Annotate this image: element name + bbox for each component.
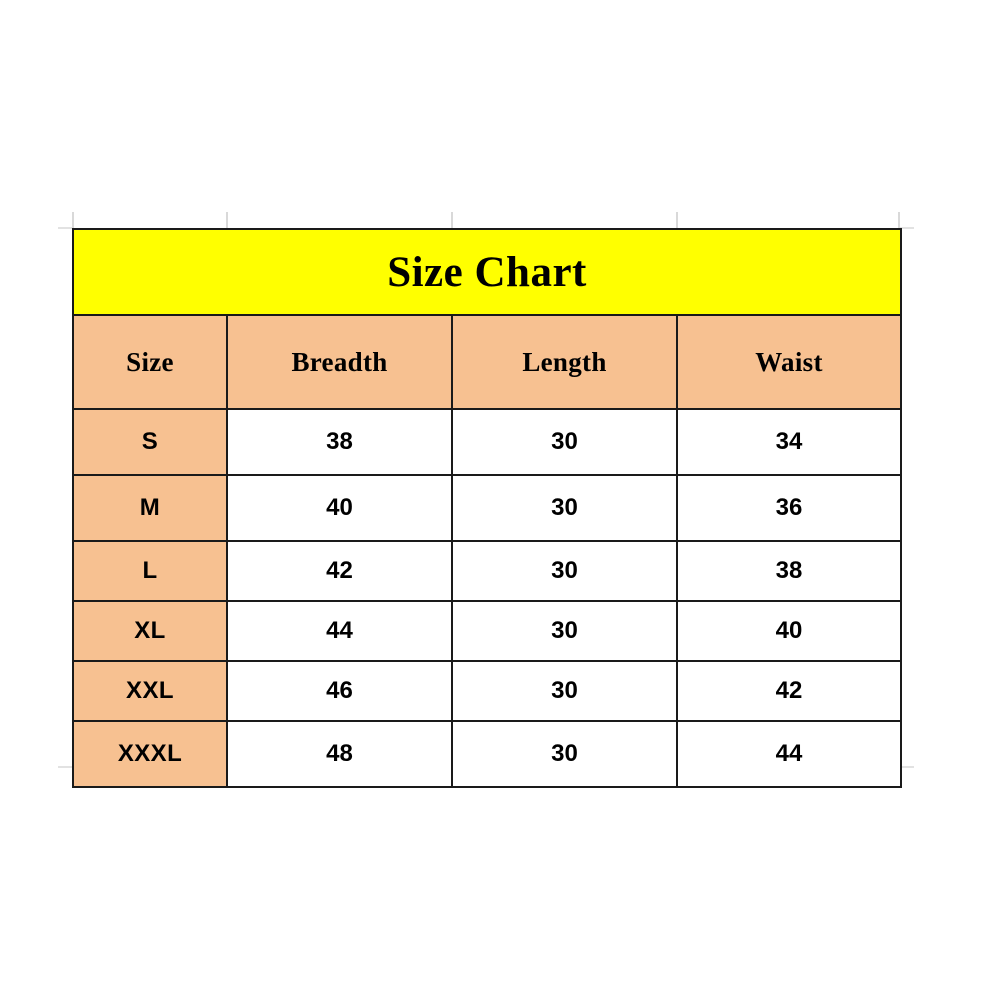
gridline-stub-right-bottom [900, 766, 914, 768]
gridline-stub-top-4 [676, 212, 678, 228]
table-row: L 42 30 38 [72, 540, 903, 602]
gridline-stub-top-2 [226, 212, 228, 228]
row-label-xxl: XXL [72, 660, 228, 722]
cell-s-breadth: 38 [226, 408, 453, 476]
title-row: Size Chart [71, 228, 903, 316]
gridline-stub-top-1 [72, 212, 74, 228]
cell-m-length: 30 [451, 474, 678, 542]
gridline-stub-top-3 [451, 212, 453, 228]
row-label-l: L [72, 540, 228, 602]
table-row: S 38 30 34 [72, 408, 903, 476]
table-row: XL 44 30 40 [72, 600, 903, 662]
gridline-stub-left-bottom [58, 766, 72, 768]
table-row: XXL 46 30 42 [72, 660, 903, 722]
cell-l-waist: 38 [675, 540, 903, 602]
gridline-stub-top-5 [898, 212, 900, 228]
gridline-stub-left-top [58, 227, 72, 229]
table-row: XXXL 48 30 44 [72, 720, 903, 788]
header-row: Size Breadth Length Waist [72, 314, 903, 410]
cell-xxl-breadth: 46 [226, 660, 453, 722]
column-header-length: Length [451, 314, 678, 410]
cell-xxxl-length: 30 [451, 720, 678, 788]
row-label-xxxl: XXXL [72, 720, 228, 788]
cell-xxl-length: 30 [451, 660, 678, 722]
cell-m-waist: 36 [675, 474, 903, 542]
cell-l-length: 30 [451, 540, 678, 602]
gridline-stub-right-top [900, 227, 914, 229]
cell-s-length: 30 [451, 408, 678, 476]
cell-xl-waist: 40 [675, 600, 903, 662]
cell-xl-breadth: 44 [226, 600, 453, 662]
cell-m-breadth: 40 [226, 474, 453, 542]
chart-title: Size Chart [71, 228, 903, 316]
column-header-breadth: Breadth [226, 314, 453, 410]
cell-l-breadth: 42 [226, 540, 453, 602]
row-label-s: S [72, 408, 228, 476]
column-header-waist: Waist [675, 314, 903, 410]
cell-xxxl-waist: 44 [675, 720, 903, 788]
cell-xxl-waist: 42 [675, 660, 903, 722]
cell-xxxl-breadth: 48 [226, 720, 453, 788]
cell-xl-length: 30 [451, 600, 678, 662]
cell-s-waist: 34 [675, 408, 903, 476]
row-label-xl: XL [72, 600, 228, 662]
size-chart-table: Size Chart Size Breadth Length Waist S 3… [71, 228, 903, 788]
table-row: M 40 30 36 [72, 474, 903, 542]
row-label-m: M [72, 474, 228, 542]
column-header-size: Size [72, 314, 228, 410]
